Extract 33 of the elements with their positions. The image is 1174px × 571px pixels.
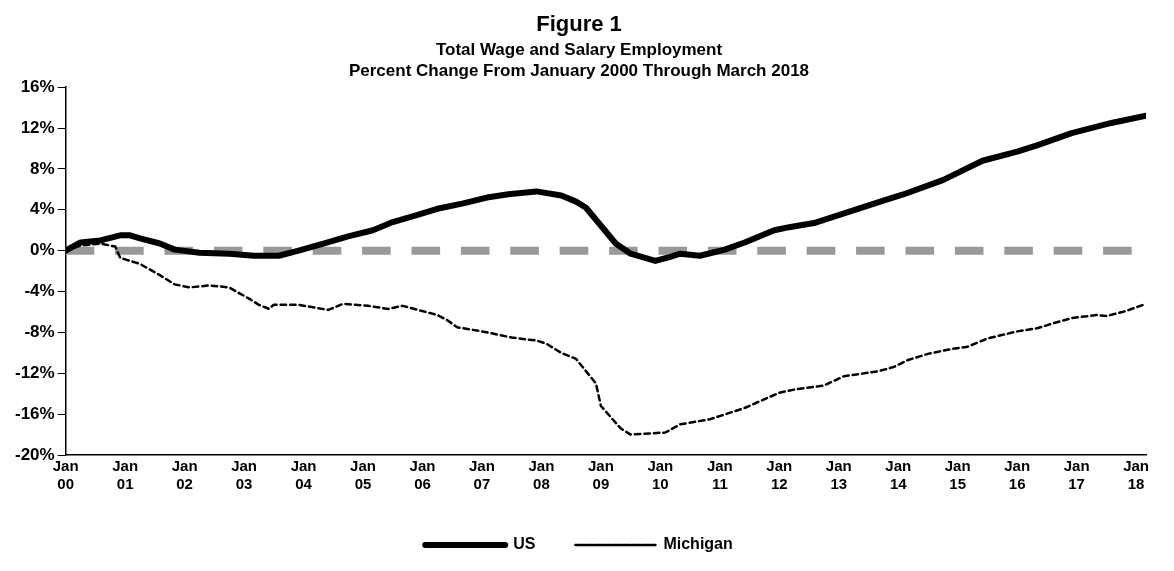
legend-label: Michigan — [663, 535, 733, 553]
x-tick-label: Jan 09 — [587, 457, 614, 493]
x-tick-label: Jan 10 — [647, 457, 674, 493]
chart-subtitle: Total Wage and Salary Employment — [435, 40, 723, 60]
x-tick-label: Jan 03 — [231, 457, 258, 493]
x-tick-label: Jan 04 — [290, 457, 317, 493]
y-tick-label: 12% — [20, 117, 55, 137]
x-tick-label: Jan 12 — [766, 457, 793, 493]
legend-label: US — [513, 535, 536, 553]
x-tick-label: Jan 14 — [885, 457, 912, 493]
x-tick-label: Jan 07 — [469, 457, 495, 493]
y-tick-label: -12% — [15, 362, 55, 382]
x-tick-label: Jan 16 — [1004, 457, 1031, 493]
x-tick-label: Jan 02 — [171, 457, 198, 493]
y-tick-label: -4% — [24, 281, 55, 301]
x-tick-label: Jan 15 — [944, 457, 971, 493]
x-tick-label: Jan 06 — [409, 457, 436, 493]
y-tick-label: 4% — [30, 199, 55, 219]
x-tick-label: Jan 18 — [1123, 457, 1150, 493]
x-tick-label: Jan 11 — [706, 457, 733, 493]
text: Percent Change From January 2000 Through March 2018 — [348, 60, 810, 80]
y-tick-label: -20% — [15, 444, 55, 464]
x-tick-label: Jan 13 — [825, 457, 852, 493]
y-tick-label: 8% — [30, 158, 55, 178]
chart-title: Figure 1 — [536, 11, 622, 37]
x-tick-label: Jan 05 — [350, 457, 376, 493]
x-tick-label: Jan 01 — [112, 457, 139, 493]
y-tick-label: -16% — [15, 403, 55, 423]
x-tick-label: Jan 17 — [1063, 457, 1090, 493]
y-tick-label: -8% — [24, 322, 55, 342]
y-tick-label: 16% — [20, 76, 55, 96]
x-tick-label: Jan 08 — [528, 457, 555, 493]
y-tick-label: 0% — [30, 240, 55, 260]
